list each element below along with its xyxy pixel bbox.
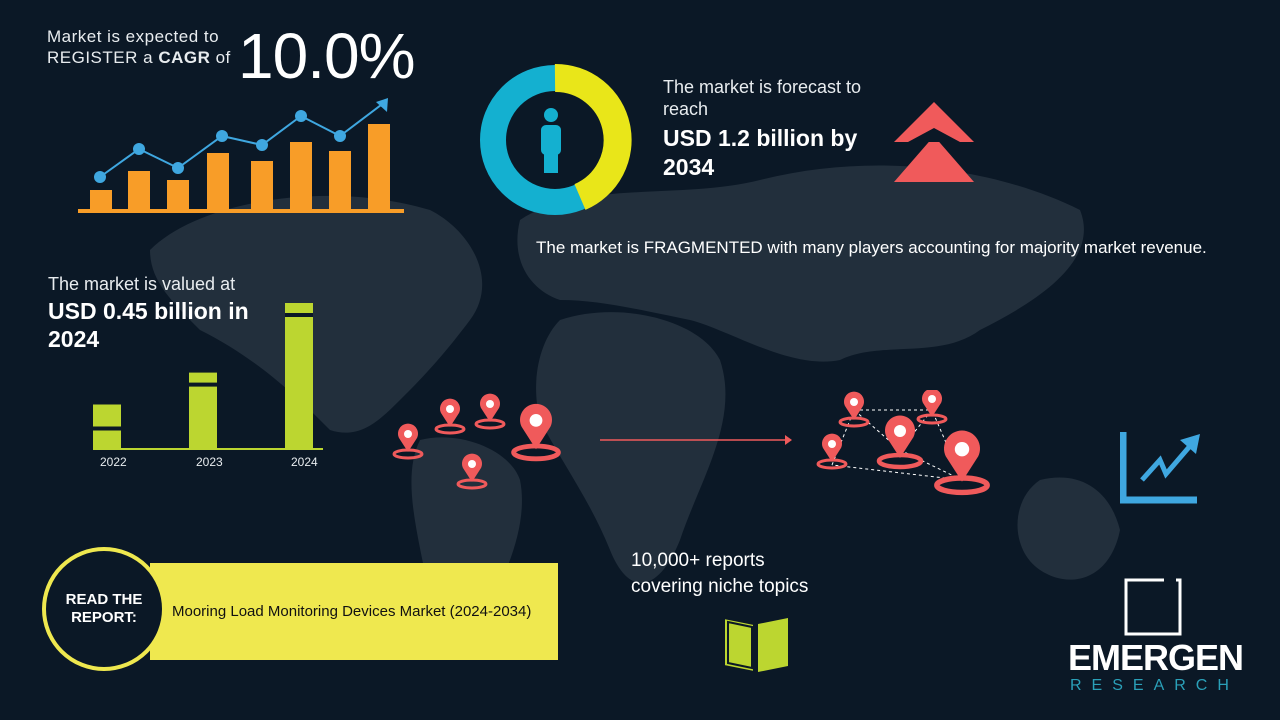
pin-icon [879, 415, 921, 467]
tick-label-2023: 2023 [196, 455, 223, 469]
eurasia-shape [517, 165, 1084, 362]
cagr-bold: CAGR [158, 48, 211, 67]
valued-value: USD 0.45 billion in 2024 [48, 298, 249, 352]
report-banner[interactable] [150, 563, 558, 660]
read-report-badge[interactable]: READ THE REPORT: [42, 547, 166, 671]
forecast-label: The market is forecast to reach [663, 77, 862, 119]
pin-icon [937, 431, 987, 493]
report-title-link[interactable]: Mooring Load Monitoring Devices Market (… [172, 603, 532, 620]
cagr-line2: REGISTER a CAGR of [47, 47, 231, 68]
valued-label: The market is valued at [48, 274, 236, 294]
bar-stripe [285, 313, 313, 317]
pin-icon [916, 390, 948, 425]
open-book-icon [723, 616, 788, 674]
logo-name: EMERGEN [1068, 637, 1244, 678]
reports-line2: covering niche topics [631, 576, 809, 597]
bar-stripe [189, 382, 217, 387]
donut-person-icon [480, 63, 632, 215]
australia-shape [1017, 477, 1120, 580]
bar-chart [93, 303, 323, 450]
pin-icon [434, 397, 466, 435]
x-axis [93, 448, 323, 450]
pin-icon [816, 432, 848, 470]
double-chevron-up-icon [894, 102, 974, 182]
trend-up-chart-icon [1120, 432, 1200, 504]
cagr-prefix: REGISTER a [47, 48, 159, 67]
fragmented-text: The market is FRAGMENTED with many playe… [536, 238, 1207, 257]
reports-count: 10,000+ reports covering niche topics [631, 548, 808, 600]
growth-chart-icon [78, 98, 404, 213]
north-america-shape [150, 195, 483, 433]
bar-2024 [285, 303, 313, 448]
reports-line1: 10,000+ reports [631, 550, 765, 571]
pin-icon [838, 390, 870, 428]
tick-label-2024: 2024 [291, 455, 318, 469]
pin-icon [474, 392, 506, 430]
forecast-value: USD 1.2 billion by 2034 [663, 125, 858, 180]
tick-label-2022: 2022 [100, 455, 127, 469]
logo-subtitle: RESEARCH [1070, 677, 1239, 694]
cagr-line1: Market is expected to [47, 27, 220, 46]
pin-icon [392, 422, 424, 460]
read-report-label: READ THE REPORT: [65, 591, 143, 626]
bar-stripe [93, 426, 121, 431]
africa-shape [536, 312, 726, 583]
logo-frame-icon [1124, 578, 1182, 636]
pin-icon [514, 404, 559, 459]
cagr-suffix: of [210, 48, 231, 67]
location-pins-network [392, 390, 1020, 510]
cagr-value: 10.0% [238, 20, 415, 92]
bar-2022 [93, 404, 121, 448]
pin-icon [456, 452, 488, 490]
cagr-text: Market is expected to REGISTER a CAGR of [47, 26, 231, 68]
